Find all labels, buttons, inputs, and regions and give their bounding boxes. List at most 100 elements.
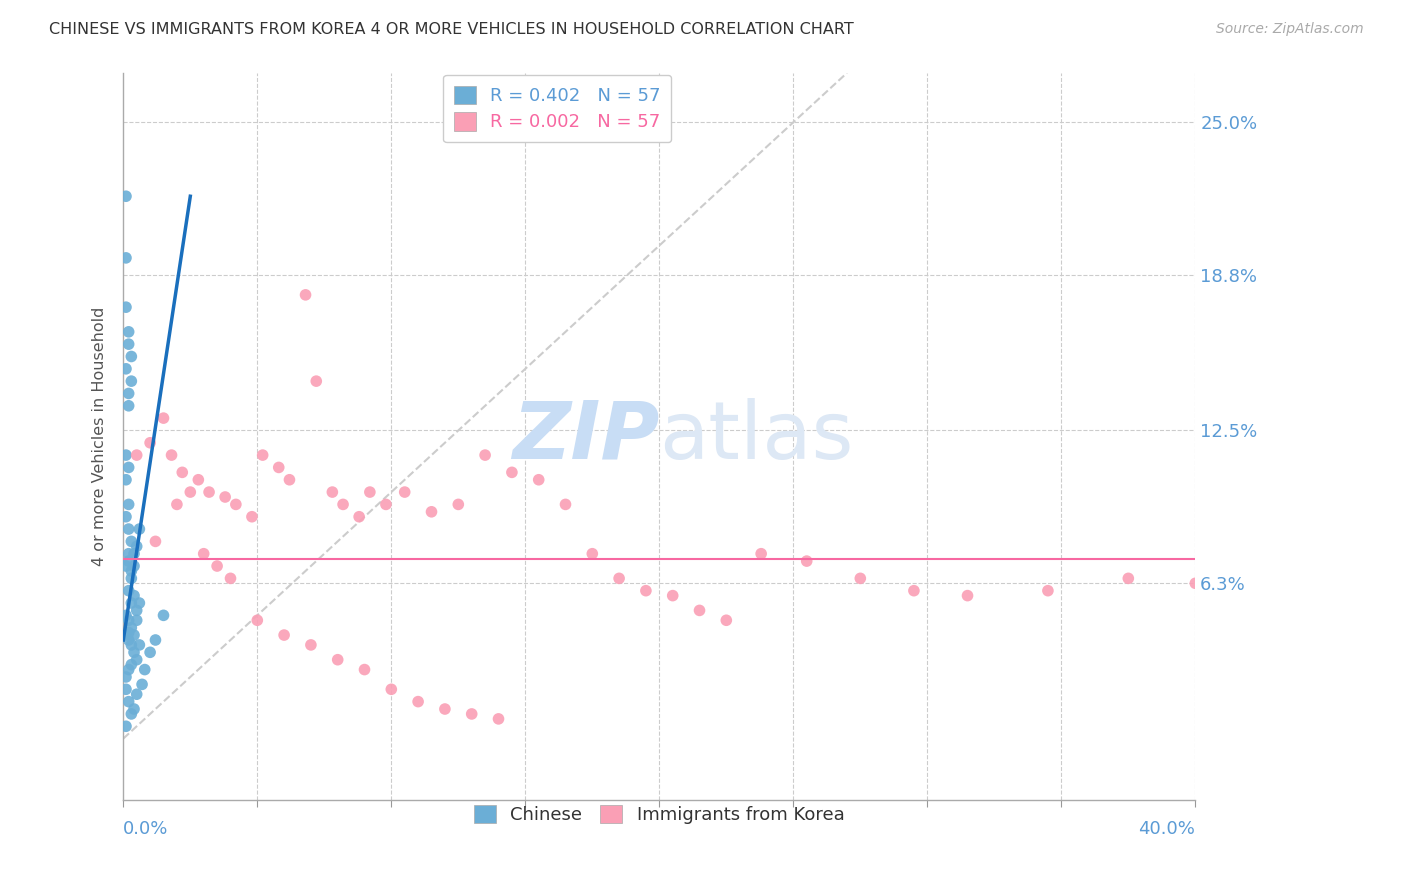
Point — [796, 554, 818, 568]
Point — [849, 571, 872, 585]
Point — [305, 374, 328, 388]
Point — [139, 435, 162, 450]
Point — [115, 473, 138, 487]
Point — [120, 638, 142, 652]
Point — [115, 559, 138, 574]
Point — [125, 603, 148, 617]
Point — [118, 386, 141, 401]
Point — [115, 509, 138, 524]
Point — [131, 677, 153, 691]
Point — [394, 485, 416, 500]
Point — [716, 613, 738, 627]
Point — [956, 589, 979, 603]
Point — [120, 706, 142, 721]
Point — [128, 638, 150, 652]
Point — [122, 702, 145, 716]
Point — [198, 485, 221, 500]
Text: CHINESE VS IMMIGRANTS FROM KOREA 4 OR MORE VEHICLES IN HOUSEHOLD CORRELATION CHA: CHINESE VS IMMIGRANTS FROM KOREA 4 OR MO… — [49, 22, 853, 37]
Point — [332, 497, 354, 511]
Point — [118, 632, 141, 647]
Text: ZIP: ZIP — [512, 398, 659, 475]
Point — [179, 485, 201, 500]
Point — [128, 522, 150, 536]
Point — [120, 374, 142, 388]
Point — [353, 663, 375, 677]
Point — [120, 596, 142, 610]
Point — [246, 613, 269, 627]
Point — [118, 399, 141, 413]
Point — [118, 325, 141, 339]
Point — [118, 497, 141, 511]
Point — [299, 638, 322, 652]
Point — [607, 571, 630, 585]
Point — [193, 547, 215, 561]
Point — [118, 625, 141, 640]
Point — [118, 460, 141, 475]
Point — [273, 628, 295, 642]
Point — [278, 473, 301, 487]
Point — [1118, 571, 1140, 585]
Point — [267, 460, 290, 475]
Point — [125, 653, 148, 667]
Point — [115, 608, 138, 623]
Point — [689, 603, 711, 617]
Point — [125, 448, 148, 462]
Text: atlas: atlas — [659, 398, 853, 475]
Point — [152, 608, 174, 623]
Point — [252, 448, 274, 462]
Point — [326, 653, 349, 667]
Text: 40.0%: 40.0% — [1139, 820, 1195, 838]
Point — [166, 497, 188, 511]
Point — [240, 509, 263, 524]
Point — [447, 497, 470, 511]
Point — [122, 589, 145, 603]
Point — [488, 712, 510, 726]
Point — [527, 473, 550, 487]
Legend: Chinese, Immigrants from Korea: Chinese, Immigrants from Korea — [467, 797, 852, 831]
Point — [474, 448, 496, 462]
Point — [115, 300, 138, 314]
Point — [214, 490, 236, 504]
Point — [1036, 583, 1059, 598]
Point — [134, 663, 156, 677]
Point — [115, 361, 138, 376]
Point — [122, 645, 145, 659]
Point — [128, 596, 150, 610]
Point — [172, 466, 194, 480]
Text: Source: ZipAtlas.com: Source: ZipAtlas.com — [1216, 22, 1364, 37]
Point — [501, 466, 523, 480]
Y-axis label: 4 or more Vehicles in Household: 4 or more Vehicles in Household — [93, 307, 107, 566]
Point — [115, 251, 138, 265]
Point — [225, 497, 247, 511]
Point — [120, 564, 142, 578]
Point — [115, 682, 138, 697]
Point — [903, 583, 925, 598]
Point — [118, 583, 141, 598]
Point — [115, 628, 138, 642]
Point — [118, 547, 141, 561]
Point — [120, 571, 142, 585]
Point — [321, 485, 343, 500]
Point — [118, 522, 141, 536]
Point — [118, 613, 141, 627]
Point — [380, 682, 402, 697]
Point — [115, 448, 138, 462]
Point — [118, 695, 141, 709]
Point — [125, 539, 148, 553]
Point — [122, 628, 145, 642]
Point — [122, 547, 145, 561]
Point — [406, 695, 429, 709]
Text: 0.0%: 0.0% — [124, 820, 169, 838]
Point — [139, 645, 162, 659]
Point — [374, 497, 396, 511]
Point — [120, 534, 142, 549]
Point — [634, 583, 657, 598]
Point — [460, 706, 482, 721]
Point — [433, 702, 456, 716]
Point — [749, 547, 772, 561]
Point — [160, 448, 183, 462]
Point — [359, 485, 381, 500]
Point — [118, 337, 141, 351]
Point — [145, 534, 167, 549]
Point — [125, 613, 148, 627]
